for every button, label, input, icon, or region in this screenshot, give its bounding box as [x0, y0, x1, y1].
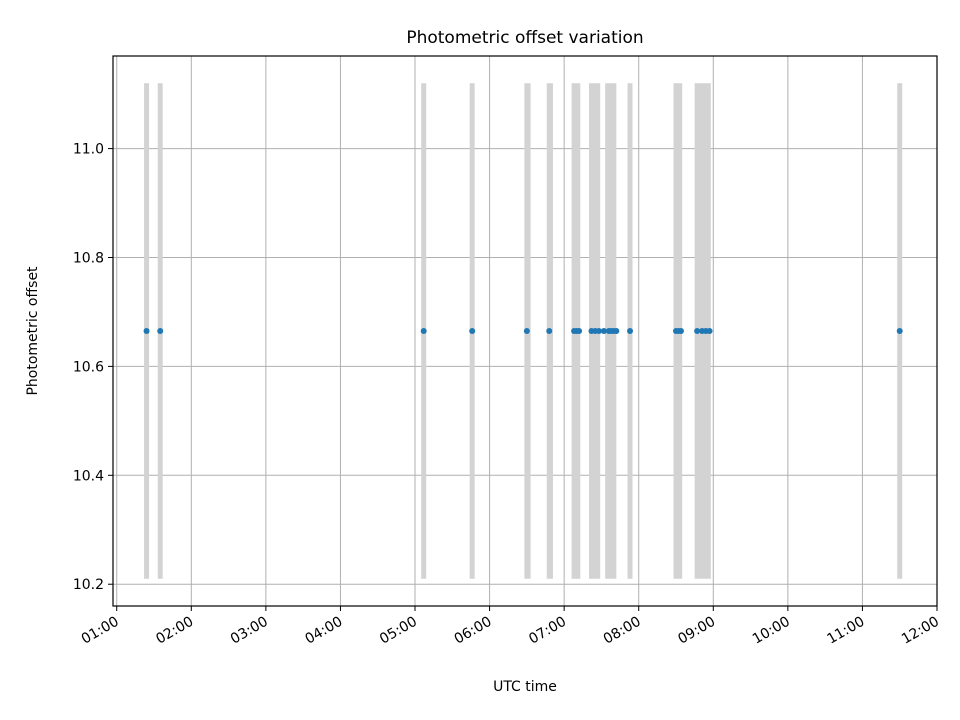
data-point [576, 328, 583, 334]
x-tick-label: 06:00 [452, 614, 495, 648]
data-point [143, 328, 150, 334]
x-axis-label: UTC time [493, 679, 557, 695]
data-point [694, 328, 701, 334]
data-point [677, 328, 684, 334]
y-tick-label: 10.6 [73, 359, 104, 375]
data-point [627, 328, 634, 334]
y-tick-label: 10.8 [73, 250, 104, 266]
data-point [157, 328, 164, 334]
data-point [896, 328, 903, 334]
data-point [600, 328, 607, 334]
x-tick-label: 04:00 [302, 614, 345, 648]
y-axis-ticks: 10.2 10.4 10.6 10.8 11.0 [73, 142, 113, 593]
x-tick-label: 02:00 [153, 614, 196, 648]
x-tick-label: 08:00 [601, 614, 644, 648]
x-tick-label: 01:00 [79, 614, 122, 648]
x-tick-label: 03:00 [228, 614, 271, 648]
x-tick-label: 07:00 [526, 614, 569, 648]
data-points [143, 328, 903, 334]
data-point [420, 328, 427, 334]
data-point [469, 328, 476, 334]
data-point [546, 328, 553, 334]
y-axis-label: Photometric offset [25, 266, 41, 396]
y-tick-label: 10.4 [73, 468, 104, 484]
x-tick-label: 12:00 [899, 614, 942, 648]
x-tick-label: 10:00 [750, 614, 793, 648]
data-point [595, 328, 602, 334]
x-tick-label: 05:00 [377, 614, 420, 648]
data-point [523, 328, 530, 334]
data-point [706, 328, 713, 334]
plot-frame [112, 55, 938, 607]
y-tick-label: 11.0 [73, 142, 104, 158]
x-axis-ticks: 01:00 02:00 03:00 04:00 05:00 06:00 07:00 08:00… [79, 606, 942, 648]
x-tick-label: 09:00 [675, 614, 718, 648]
exposure-bands [144, 83, 903, 579]
chart-title: Photometric offset variation [406, 28, 643, 48]
data-point [613, 328, 620, 334]
x-tick-label: 11:00 [824, 614, 867, 648]
y-tick-label: 10.2 [73, 577, 104, 593]
